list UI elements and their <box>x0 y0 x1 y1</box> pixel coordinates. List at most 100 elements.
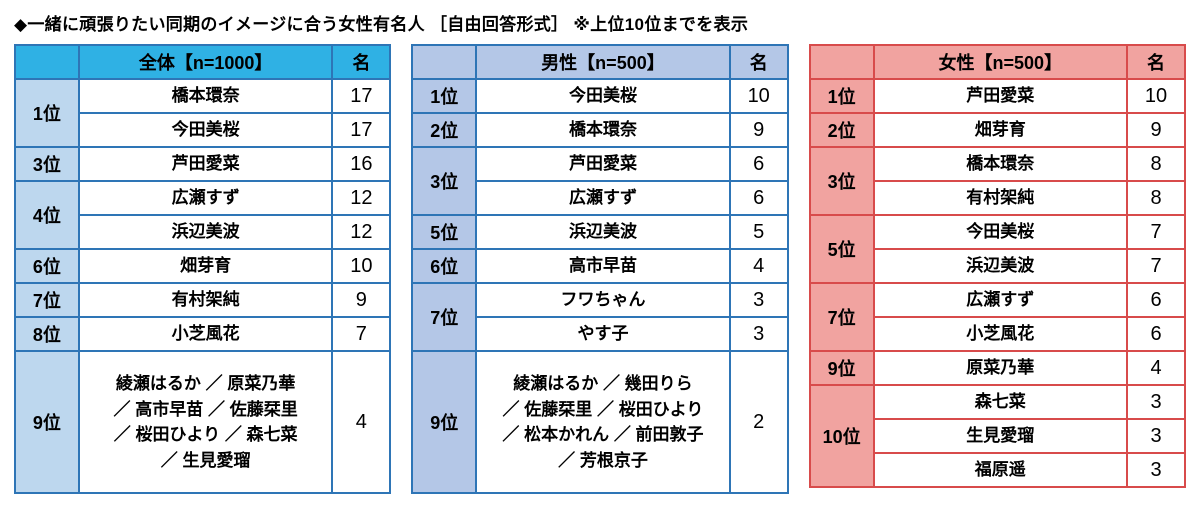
table-row: 3位 芦田愛菜 16 <box>14 146 392 182</box>
rank-cell: 7位 <box>808 282 875 352</box>
table-row: 2位 橋本環奈 9 <box>411 112 789 148</box>
name-cell: 今田美桜 <box>475 78 731 114</box>
name-cell: 浜辺美波 <box>77 214 334 250</box>
count-cell: 8 <box>1126 180 1186 216</box>
table-title-cell: 女性【n=500】 <box>872 44 1129 80</box>
table-row: 6位 畑芽育 10 <box>14 248 392 284</box>
name-cell: 小芝風花 <box>872 316 1129 352</box>
name-cell: 有村架純 <box>872 180 1129 216</box>
rank-cell: 8位 <box>14 316 80 352</box>
rank-cell: 1位 <box>411 78 478 114</box>
name-cell: 畑芽育 <box>872 112 1129 148</box>
page-title: ◆一緒に頑張りたい同期のイメージに合う女性有名人 ［自由回答形式］ ※上位10位… <box>14 15 749 34</box>
name-cell: 広瀬すず <box>872 282 1129 318</box>
name-cell: 広瀬すず <box>77 180 334 216</box>
name-cell: 今田美桜 <box>77 112 334 148</box>
table-row: 今田美桜 17 <box>15 112 392 148</box>
name-cell: 綾瀬はるか ／ 原菜乃華 ／ 高市早苗 ／ 佐藤栞里 ／ 桜田ひより ／ 森七菜… <box>77 350 334 494</box>
count-cell: 4 <box>1126 350 1186 386</box>
table-title-cell: 男性【n=500】 <box>475 44 731 80</box>
table-row: 福原遥 3 <box>810 452 1186 488</box>
count-header-cell: 名 <box>1126 44 1186 80</box>
table-title-cell: 全体【n=1000】 <box>77 44 334 80</box>
name-cell: 浜辺美波 <box>475 214 731 250</box>
count-cell: 12 <box>331 214 392 250</box>
table-row: 5位 今田美桜 7 <box>808 214 1186 284</box>
count-cell: 3 <box>728 282 789 318</box>
rank-cell: 3位 <box>411 146 478 216</box>
table-row: 浜辺美波 12 <box>15 214 392 250</box>
name-cell: フワちゃん <box>475 282 731 318</box>
name-cell: 生見愛瑠 <box>872 418 1129 454</box>
ranking-table: 男性【n=500】名 1位 今田美桜 10 2位 橋本環奈 9 3位 芦田愛菜 6 広瀬すず 6 5位浜… <box>411 44 789 494</box>
table-row: 有村架純 8 <box>810 180 1186 216</box>
name-cell: 芦田愛菜 <box>77 146 334 182</box>
count-cell: 8 <box>1126 146 1186 182</box>
count-cell: 10 <box>331 248 392 284</box>
name-cell: 芦田愛菜 <box>475 146 731 182</box>
count-cell: 4 <box>728 248 789 284</box>
name-cell: 有村架純 <box>77 282 334 318</box>
name-cell: 芦田愛菜 <box>872 78 1129 114</box>
count-cell: 3 <box>1126 452 1186 488</box>
count-cell: 6 <box>1126 316 1186 352</box>
name-cell: 小芝風花 <box>77 316 334 352</box>
header-corner-cell <box>14 44 80 80</box>
table-row: 小芝風花 6 <box>810 316 1186 352</box>
count-cell: 9 <box>331 282 392 318</box>
count-cell: 7 <box>1126 214 1186 250</box>
name-cell: 福原遥 <box>872 452 1129 488</box>
header-row: 男性【n=500】名 <box>411 44 789 80</box>
count-cell: 3 <box>1126 384 1186 420</box>
table-row: 4位 広瀬すず 12 <box>14 180 392 250</box>
rank-cell: 3位 <box>14 146 80 182</box>
count-cell: 17 <box>331 112 392 148</box>
ranking-table: 女性【n=500】名 1位 芦田愛菜 10 2位 畑芽育 9 3位 橋本環奈 8 有村架純 8 5位 今田… <box>808 44 1186 488</box>
table-row: やす子 3 <box>412 316 789 352</box>
table-row: 7位 有村架純 9 <box>14 282 392 318</box>
rank-cell: 6位 <box>411 248 478 284</box>
table-row: 1位 芦田愛菜 10 <box>808 78 1186 114</box>
header-row: 全体【n=1000】名 <box>14 44 392 80</box>
table-row: 9位 原菜乃華 4 <box>808 350 1186 386</box>
name-cell: 今田美桜 <box>872 214 1129 250</box>
count-cell: 7 <box>331 316 392 352</box>
count-cell: 17 <box>331 78 392 114</box>
page: ◆一緒に頑張りたい同期のイメージに合う女性有名人 ［自由回答形式］ ※上位10位… <box>14 15 1186 494</box>
table-row: 9位 綾瀬はるか ／ 原菜乃華 ／ 高市早苗 ／ 佐藤栞里 ／ 桜田ひより ／ 森… <box>14 350 392 494</box>
count-cell: 12 <box>331 180 392 216</box>
header-corner-cell <box>411 44 478 80</box>
count-cell: 6 <box>728 146 789 182</box>
ranking-table: 全体【n=1000】名 1位 橋本環奈 17 今田美桜 17 3位 芦田愛菜 16 4位 広瀬すず 1… <box>14 44 392 494</box>
count-cell: 9 <box>728 112 789 148</box>
rank-cell: 7位 <box>14 282 80 318</box>
name-cell: 橋本環奈 <box>77 78 334 114</box>
ranking-tables-row: 全体【n=1000】名 1位 橋本環奈 17 今田美桜 17 3位 芦田愛菜 16 4位 広瀬すず 1… <box>14 44 1186 494</box>
count-cell: 9 <box>1126 112 1186 148</box>
table-row: 7位 フワちゃん 3 <box>411 282 789 352</box>
header-corner-cell <box>808 44 875 80</box>
table-row: 7位 広瀬すず 6 <box>808 282 1186 352</box>
rank-cell: 9位 <box>14 350 80 494</box>
table-row: 広瀬すず 6 <box>412 180 789 216</box>
header-row: 女性【n=500】名 <box>808 44 1186 80</box>
table-row: 3位 橋本環奈 8 <box>808 146 1186 216</box>
count-cell: 7 <box>1126 248 1186 284</box>
count-cell: 2 <box>728 350 789 494</box>
name-cell: 綾瀬はるか ／ 幾田りら ／ 佐藤栞里 ／ 桜田ひより ／ 松本かれん ／ 前田… <box>475 350 731 494</box>
name-cell: 高市早苗 <box>475 248 731 284</box>
name-cell: 森七菜 <box>872 384 1129 420</box>
table-row: 6位 高市早苗 4 <box>411 248 789 284</box>
count-cell: 6 <box>1126 282 1186 318</box>
rank-cell: 9位 <box>411 350 478 494</box>
table-row: 1位 今田美桜 10 <box>411 78 789 114</box>
count-header-cell: 名 <box>728 44 789 80</box>
name-cell: やす子 <box>475 316 731 352</box>
table-row: 9位 綾瀬はるか ／ 幾田りら ／ 佐藤栞里 ／ 桜田ひより ／ 松本かれん ／ … <box>411 350 789 494</box>
rank-cell: 2位 <box>411 112 478 148</box>
table-row: 2位 畑芽育 9 <box>808 112 1186 148</box>
count-cell: 4 <box>331 350 392 494</box>
rank-cell: 9位 <box>808 350 875 386</box>
table-row: 1位 橋本環奈 17 <box>14 78 392 148</box>
name-cell: 橋本環奈 <box>872 146 1129 182</box>
